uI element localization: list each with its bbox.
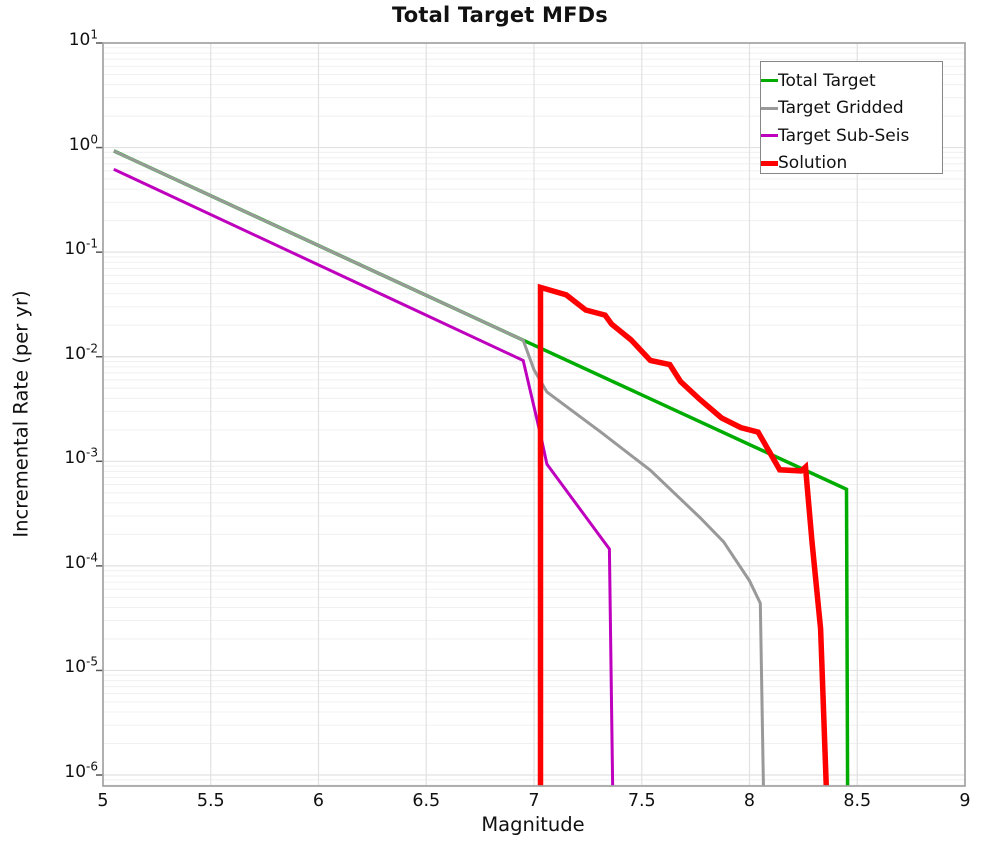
y-tick-label: 10-1 (64, 236, 98, 260)
x-tick-label: 8.5 (843, 791, 872, 811)
series-line-target-gridded (113, 149, 765, 786)
legend-label: Solution (778, 153, 848, 174)
legend-line-swatch (761, 160, 778, 166)
chart-title: Total Target MFDs (391, 3, 609, 27)
x-axis-title: Magnitude (481, 813, 585, 836)
legend-item-total-target: Total Target (761, 67, 942, 95)
x-tick-label: 6 (312, 791, 325, 811)
x-tick-label: 5.5 (196, 791, 225, 811)
legend: Total Target Target Gridded Target Sub-Sei… (760, 61, 943, 174)
series-line-target-sub-seis (113, 167, 615, 786)
legend-line-swatch (761, 79, 778, 83)
legend-label: Target Gridded (778, 98, 904, 119)
plot-border (102, 42, 966, 787)
y-tick-label: 10-3 (64, 445, 98, 469)
legend-line-swatch (761, 134, 778, 138)
legend-item-target-sub-seis: Target Sub-Seis (761, 122, 942, 150)
x-tick-label: 5 (97, 791, 109, 811)
legend-item-solution: Solution (761, 150, 942, 178)
legend-items: Total Target Target Gridded Target Sub-Sei… (761, 67, 942, 177)
y-tick-label: 10-4 (64, 550, 98, 573)
x-tick-label: 7 (528, 791, 540, 811)
y-axis-title: Incremental Rate (per yr) (9, 290, 33, 538)
y-tick-label: 10-5 (64, 654, 98, 678)
y-tick-label: 101 (68, 27, 98, 50)
x-tick-label: 6.5 (412, 791, 441, 811)
x-tick-label: 7.5 (627, 791, 656, 811)
x-tick-label: 8 (743, 791, 756, 811)
legend-label: Total Target (778, 70, 876, 91)
series-line-solution (537, 283, 830, 786)
legend-line-swatch (761, 106, 778, 110)
y-tick-label: 100 (68, 131, 98, 155)
legend-label: Target Sub-Seis (778, 125, 910, 146)
legend-item-target-gridded: Target Gridded (761, 95, 942, 123)
y-tick-label: 10-2 (64, 341, 98, 364)
y-tick-label: 10-6 (64, 759, 98, 783)
x-tick-label: 9 (959, 791, 971, 811)
